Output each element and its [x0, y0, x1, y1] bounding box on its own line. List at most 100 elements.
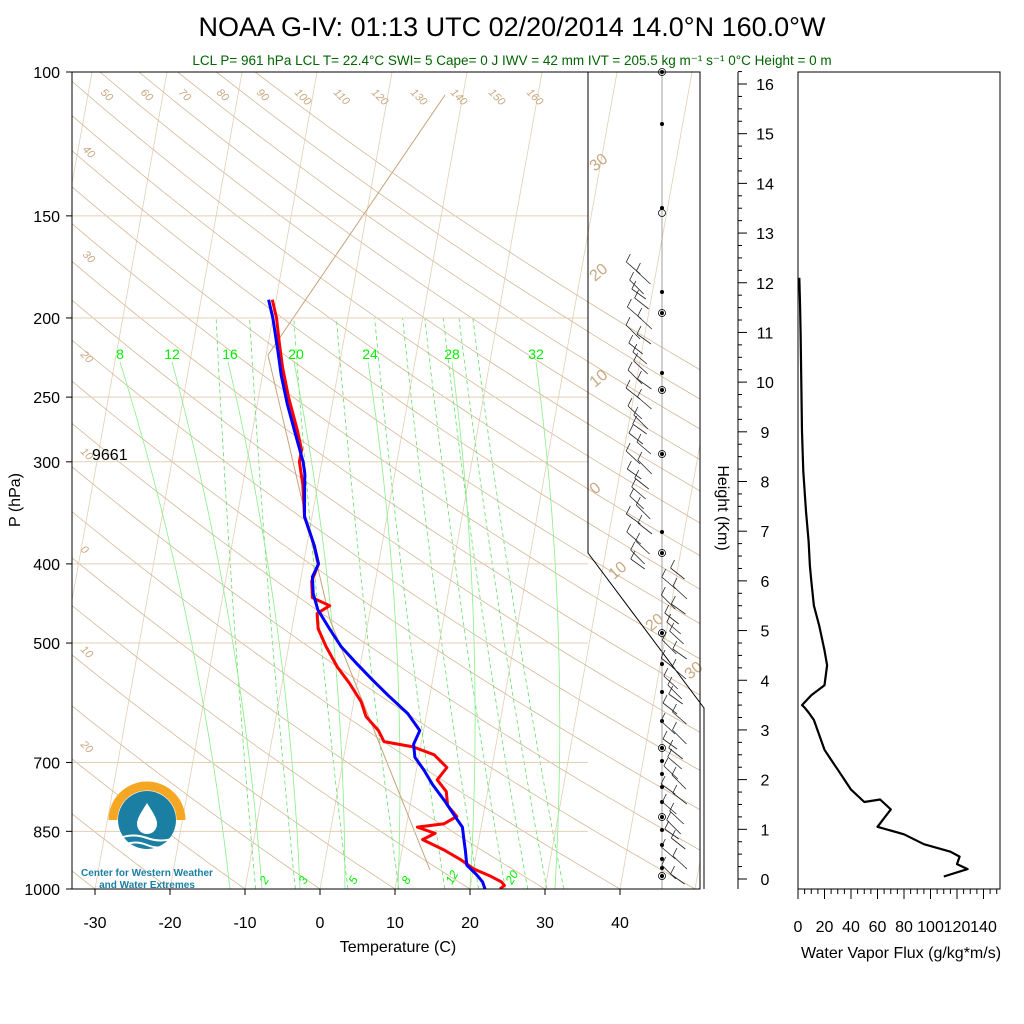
- mixing-ratio-line: [458, 317, 548, 889]
- temperature-axis: -30 -20 -10 0 10 20 30 40: [83, 889, 629, 932]
- moist-adiabat-line: [535, 361, 561, 889]
- wind-barb-flag: [635, 496, 641, 506]
- pressure-tick-label: 700: [33, 755, 60, 772]
- isotherm-line: [544, 72, 693, 889]
- wind-barb-flag: [660, 712, 666, 722]
- wind-barb-flag: [637, 451, 643, 461]
- pressure-tick-label: 500: [33, 636, 60, 653]
- mixing-ratio-line: [472, 317, 565, 889]
- wind-barb-flag: [671, 766, 677, 776]
- flux-tick-label: 100: [917, 919, 944, 936]
- isotherm-line: [72, 72, 168, 603]
- wind-barb: [634, 297, 649, 310]
- series-temperature-line: [270, 299, 506, 889]
- height-tick-label: 6: [761, 574, 770, 591]
- height-tick-label: 1: [761, 822, 770, 839]
- dry-adiabat-line: [72, 150, 700, 590]
- skewt-frame: [71, 71, 701, 890]
- isotherm-line: [94, 72, 243, 889]
- wind-barb-flag: [666, 811, 672, 821]
- wind-barb: [632, 351, 648, 365]
- wind-barb-flag: [635, 532, 640, 542]
- temperature-axis-label: Temperature (C): [340, 939, 456, 956]
- wind-barb-flag: [672, 784, 678, 794]
- wind-dot: [660, 746, 664, 750]
- wind-dot: [660, 290, 664, 294]
- wind-barb-flag: [630, 541, 636, 551]
- wind-barb-flag: [628, 424, 634, 434]
- mixing-ratio-line: [374, 317, 446, 889]
- mixing-ratio-label: 8: [116, 346, 124, 362]
- logo-drop-icon: [137, 803, 157, 834]
- temperature-tick-label: -30: [83, 915, 106, 932]
- skewt-series: [267, 299, 506, 889]
- mixing-ratio-label: 20: [502, 868, 521, 888]
- dry-adiabat-line: [138, 72, 700, 461]
- pressure-tick-label: 400: [33, 557, 60, 574]
- calm-circle: [658, 209, 666, 217]
- wind-barb: [668, 693, 683, 705]
- wind-barb-flag: [626, 523, 632, 533]
- logo-wave-1: [119, 834, 175, 842]
- wind-panel-border: [587, 72, 705, 889]
- wind-barb-flag: [637, 307, 643, 317]
- wind-barb-flag: [625, 442, 631, 452]
- wind-barb-flag: [634, 469, 640, 479]
- skewt-background-lines: [72, 72, 700, 889]
- wind-barb: [672, 648, 688, 660]
- chart-subtitle: LCL P= 961 hPa LCL T= 22.4°C SWI= 5 Cape…: [192, 53, 831, 68]
- wind-barb: [636, 504, 651, 520]
- mixing-ratio-label: 8: [398, 873, 414, 886]
- temperature-tick-label: -20: [158, 915, 181, 932]
- height-tick-label: 4: [761, 673, 770, 690]
- wind-dot: [660, 690, 664, 694]
- wind-barb-flag: [632, 343, 638, 353]
- mixing-ratio-line: [402, 317, 479, 889]
- wind-dot: [660, 206, 664, 210]
- mixing-ratio-line: [293, 317, 349, 889]
- mixing-ratio-line: [335, 317, 400, 889]
- wind-dot: [660, 857, 664, 861]
- wind-barb-flag: [636, 262, 641, 272]
- dry-adiabat-line: [72, 654, 396, 889]
- wind-barb-flag: [663, 757, 669, 767]
- wind-barb-flag: [672, 703, 677, 713]
- wind-barb: [630, 558, 646, 570]
- temperature-tick-label: 0: [316, 915, 325, 932]
- wind-barb: [636, 333, 652, 345]
- side-temperature-label: 20: [587, 261, 612, 286]
- height-tick-label: 10: [756, 375, 774, 392]
- wind-barb-flag: [632, 415, 638, 425]
- dry-adiabat-label: 120: [369, 87, 391, 109]
- wind-barb: [637, 315, 653, 330]
- pressure-tick-label: 250: [33, 390, 60, 407]
- wind-barb-flag: [661, 856, 667, 866]
- height-tick-label: 12: [756, 276, 774, 293]
- wind-dot: [660, 772, 664, 776]
- wind-barb-flag: [627, 361, 633, 371]
- flux-profile-line: [798, 277, 969, 878]
- dry-adiabat-label: 110: [331, 87, 353, 109]
- flux-tick-label: 60: [869, 919, 887, 936]
- height-tick-label: 11: [757, 325, 774, 342]
- wind-barb: [667, 756, 683, 770]
- wind-barb-flag: [662, 730, 668, 740]
- isotherm-line: [244, 72, 393, 889]
- station-label: 9661: [92, 447, 128, 464]
- flux-tick-label: 80: [895, 919, 913, 936]
- wind-barb: [629, 495, 645, 510]
- wind-barb: [672, 585, 688, 600]
- dry-adiabat-line: [72, 466, 696, 889]
- flux-series: [798, 277, 969, 878]
- wind-dot: [660, 815, 664, 819]
- wind-barb: [671, 774, 687, 790]
- height-tick-label: 14: [756, 176, 774, 193]
- height-tick-label: 2: [761, 773, 770, 790]
- isotherm-line: [319, 72, 468, 889]
- wind-barb-flag: [666, 613, 672, 623]
- mixing-ratio-line: [424, 317, 506, 889]
- wind-barb: [635, 540, 650, 555]
- wind-barb: [663, 765, 679, 780]
- dry-adiabat-label: 90: [254, 87, 272, 105]
- wind-barb-flag: [661, 568, 667, 578]
